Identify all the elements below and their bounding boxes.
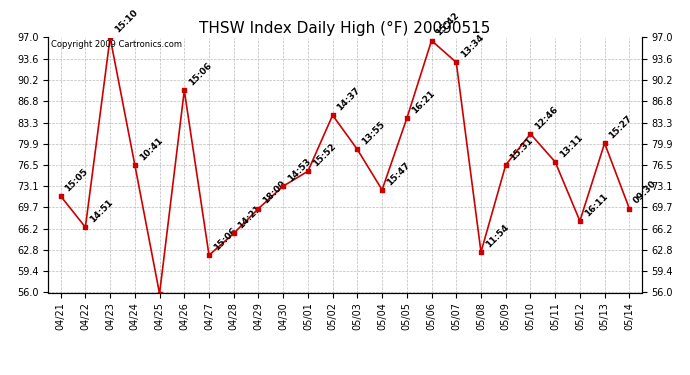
- Text: 10:41: 10:41: [137, 136, 164, 162]
- Point: [228, 230, 239, 236]
- Point: [475, 249, 486, 255]
- Point: [277, 183, 288, 189]
- Text: 13:11: 13:11: [558, 132, 584, 159]
- Point: [352, 147, 363, 153]
- Text: 15:10: 15:10: [113, 8, 139, 35]
- Point: [402, 116, 413, 122]
- Text: 14:37: 14:37: [335, 86, 362, 112]
- Text: Copyright 2009 Cartronics.com: Copyright 2009 Cartronics.com: [51, 40, 182, 49]
- Point: [327, 112, 338, 118]
- Point: [204, 252, 215, 258]
- Point: [55, 193, 66, 199]
- Point: [154, 291, 165, 297]
- Point: [500, 162, 511, 168]
- Text: 14:51: 14:51: [88, 198, 115, 224]
- Point: [624, 206, 635, 212]
- Point: [550, 159, 561, 165]
- Text: 14:21: 14:21: [237, 204, 263, 231]
- Text: 13:34: 13:34: [459, 33, 486, 60]
- Text: 15:42: 15:42: [434, 11, 461, 38]
- Text: 12:46: 12:46: [533, 104, 560, 131]
- Point: [253, 206, 264, 212]
- Point: [80, 224, 91, 230]
- Text: 15:47: 15:47: [385, 160, 412, 187]
- Title: THSW Index Daily High (°F) 20090515: THSW Index Daily High (°F) 20090515: [199, 21, 491, 36]
- Text: 16:11: 16:11: [582, 192, 609, 218]
- Text: 18:21: 18:21: [0, 374, 1, 375]
- Point: [599, 140, 610, 146]
- Point: [525, 131, 536, 137]
- Text: 11:54: 11:54: [484, 223, 511, 249]
- Text: 15:05: 15:05: [63, 167, 90, 194]
- Text: 15:06: 15:06: [187, 61, 214, 88]
- Point: [574, 218, 585, 224]
- Point: [426, 38, 437, 44]
- Text: 15:31: 15:31: [509, 136, 535, 162]
- Point: [129, 162, 140, 168]
- Point: [179, 87, 190, 93]
- Point: [105, 34, 116, 40]
- Point: [451, 59, 462, 65]
- Point: [302, 168, 313, 174]
- Text: 14:53: 14:53: [286, 157, 313, 183]
- Point: [377, 187, 388, 193]
- Text: 09:30: 09:30: [632, 179, 659, 206]
- Text: 15:06: 15:06: [212, 226, 238, 252]
- Text: 15:52: 15:52: [310, 142, 337, 168]
- Text: 13:55: 13:55: [360, 120, 387, 147]
- Text: 16:21: 16:21: [410, 89, 436, 116]
- Text: 15:27: 15:27: [607, 114, 634, 141]
- Text: 18:00: 18:00: [262, 179, 288, 206]
